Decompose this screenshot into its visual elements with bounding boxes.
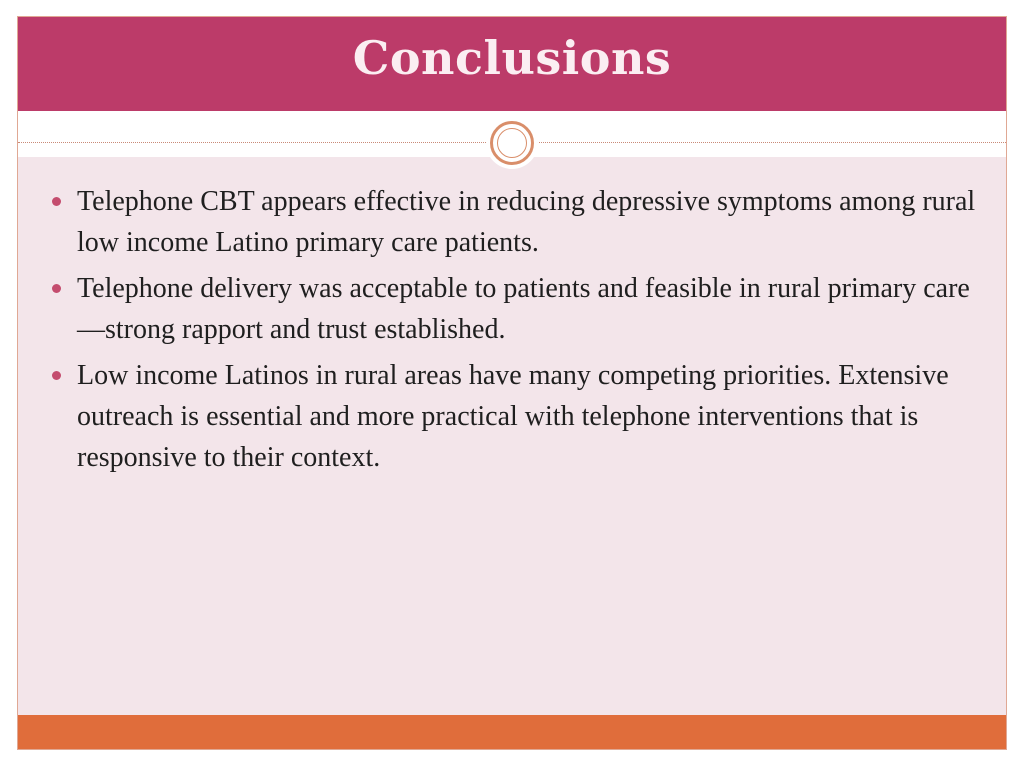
- bullet-text: Telephone CBT appears effective in reduc…: [77, 186, 976, 258]
- slide: Conclusions Telephone CBT appears effect…: [17, 16, 1007, 750]
- slide-title: Conclusions: [352, 31, 672, 85]
- circle-ornament-icon: [486, 117, 538, 169]
- bullet-list: Telephone CBT appears effective in reduc…: [48, 181, 988, 483]
- title-bar: Conclusions: [18, 17, 1006, 111]
- bullet-dot-icon: [52, 197, 61, 206]
- list-item: Telephone CBT appears effective in reduc…: [48, 181, 988, 263]
- list-item: Low income Latinos in rural areas have m…: [48, 355, 988, 478]
- bullet-text: Low income Latinos in rural areas have m…: [77, 360, 949, 473]
- bullet-text: Telephone delivery was acceptable to pat…: [77, 273, 970, 345]
- list-item: Telephone delivery was acceptable to pat…: [48, 268, 988, 350]
- ornament-inner-ring: [497, 128, 527, 158]
- ornament-ring: [490, 121, 534, 165]
- bullet-dot-icon: [52, 371, 61, 380]
- bullet-dot-icon: [52, 284, 61, 293]
- footer-bar: [18, 715, 1006, 749]
